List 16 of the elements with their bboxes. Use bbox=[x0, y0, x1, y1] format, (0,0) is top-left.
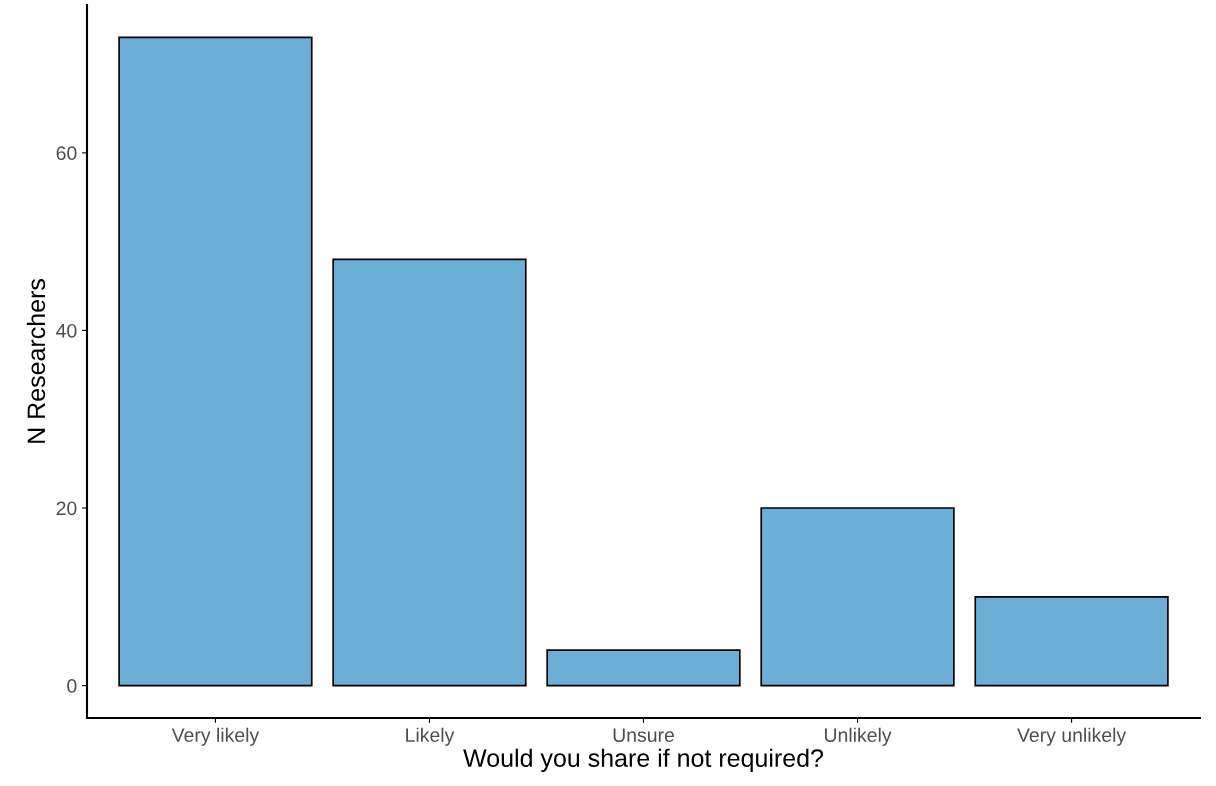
x-tick-label: Very likely bbox=[171, 727, 260, 746]
y-tick-label: 0 bbox=[67, 679, 77, 693]
bar bbox=[974, 595, 1169, 687]
x-tick-label: Likely bbox=[406, 727, 455, 746]
bar bbox=[118, 36, 313, 687]
x-tick-label: Unsure bbox=[613, 728, 674, 742]
y-axis-title: N Researchers bbox=[26, 279, 46, 443]
x-tick-label: Unlikely bbox=[825, 727, 892, 746]
x-tick-label: Very unlikely bbox=[1017, 727, 1127, 746]
y-tick-label: 60 bbox=[56, 146, 77, 161]
y-tick-label: 20 bbox=[56, 501, 77, 516]
bar bbox=[332, 258, 527, 687]
bar bbox=[546, 649, 741, 687]
x-axis-title: Would you share if not required? bbox=[463, 748, 824, 772]
y-tick-label: 40 bbox=[56, 323, 77, 338]
bar bbox=[760, 507, 955, 687]
